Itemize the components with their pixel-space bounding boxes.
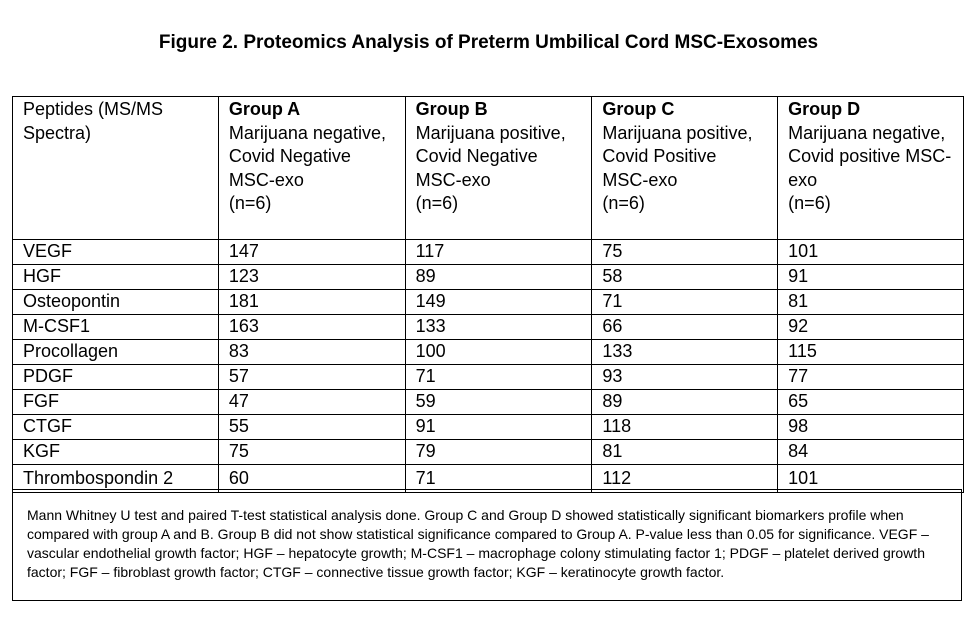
table-row: Thrombospondin 2 60 71 112 101	[12, 464, 964, 493]
value-cell: 55	[217, 414, 406, 440]
value-cell: 84	[777, 439, 964, 465]
value-cell: 92	[777, 314, 964, 340]
value-cell: 118	[591, 414, 779, 440]
value-cell: 115	[777, 339, 964, 365]
proteomics-table: Peptides (MS/MS Spectra) Group A Marijua…	[12, 96, 964, 493]
peptide-cell: M-CSF1	[12, 314, 219, 340]
value-cell: 81	[591, 439, 779, 465]
group-description: Marijuana negative, Covid positive MSC-e…	[788, 122, 952, 190]
value-cell: 117	[404, 239, 593, 265]
value-cell: 98	[777, 414, 964, 440]
group-b-header: Group B Marijuana positive, Covid Negati…	[404, 96, 593, 240]
group-c-header: Group C Marijuana positive, Covid Positi…	[591, 96, 779, 240]
value-cell: 133	[404, 314, 593, 340]
peptide-cell: Osteopontin	[12, 289, 219, 315]
group-sample-size: (n=6)	[228, 193, 272, 213]
group-sample-size: (n=6)	[602, 193, 645, 213]
value-cell: 89	[404, 264, 593, 290]
table-row: PDGF 57 71 93 77	[12, 364, 964, 390]
table-row: Procollagen 83 100 133 115	[12, 339, 964, 365]
value-cell: 91	[404, 414, 593, 440]
value-cell: 59	[404, 389, 593, 415]
value-cell: 133	[591, 339, 779, 365]
group-name: Group A	[228, 99, 301, 119]
peptide-cell: CTGF	[12, 414, 219, 440]
group-description: Marijuana positive, Covid Positive MSC-e…	[602, 122, 753, 190]
value-cell: 83	[217, 339, 406, 365]
peptide-cell: HGF	[12, 264, 219, 290]
value-cell: 71	[591, 289, 779, 315]
table-row: CTGF 55 91 118 98	[12, 414, 964, 440]
table-header-row: Peptides (MS/MS Spectra) Group A Marijua…	[12, 96, 964, 240]
peptide-cell: Procollagen	[12, 339, 219, 365]
value-cell: 163	[217, 314, 406, 340]
group-description: Marijuana negative, Covid Negative MSC-e…	[228, 122, 386, 190]
value-cell: 60	[217, 464, 406, 493]
table-row: HGF 123 89 58 91	[12, 264, 964, 290]
value-cell: 57	[217, 364, 406, 390]
table-row: FGF 47 59 89 65	[12, 389, 964, 415]
group-description: Marijuana positive, Covid Negative MSC-e…	[415, 122, 566, 190]
value-cell: 91	[777, 264, 964, 290]
peptide-cell: VEGF	[12, 239, 219, 265]
figure-title: Figure 2. Proteomics Analysis of Preterm…	[158, 32, 819, 53]
group-name: Group B	[415, 99, 488, 119]
group-a-header: Group A Marijuana negative, Covid Negati…	[217, 96, 406, 240]
value-cell: 147	[217, 239, 406, 265]
value-cell: 100	[404, 339, 593, 365]
table-row: KGF 75 79 81 84	[12, 439, 964, 465]
peptide-cell: PDGF	[12, 364, 219, 390]
table-row: Osteopontin 181 149 71 81	[12, 289, 964, 315]
value-cell: 93	[591, 364, 779, 390]
value-cell: 66	[591, 314, 779, 340]
group-sample-size: (n=6)	[415, 193, 459, 213]
table-footnote: Mann Whitney U test and paired T-test st…	[12, 489, 962, 601]
value-cell: 47	[217, 389, 406, 415]
value-cell: 77	[777, 364, 964, 390]
row-header-cell: Peptides (MS/MS Spectra)	[12, 96, 219, 240]
group-name: Group C	[602, 99, 675, 119]
table-row: VEGF 147 117 75 101	[12, 239, 964, 265]
group-d-header: Group D Marijuana negative, Covid positi…	[777, 96, 964, 240]
value-cell: 58	[591, 264, 779, 290]
value-cell: 75	[591, 239, 779, 265]
table-row: M-CSF1 163 133 66 92	[12, 314, 964, 340]
value-cell: 112	[591, 464, 779, 493]
value-cell: 149	[404, 289, 593, 315]
value-cell: 123	[217, 264, 406, 290]
group-sample-size: (n=6)	[788, 193, 831, 213]
value-cell: 101	[777, 464, 964, 493]
peptide-cell: Thrombospondin 2	[12, 464, 219, 493]
value-cell: 89	[591, 389, 779, 415]
value-cell: 101	[777, 239, 964, 265]
peptide-cell: KGF	[12, 439, 219, 465]
value-cell: 81	[777, 289, 964, 315]
value-cell: 79	[404, 439, 593, 465]
value-cell: 71	[404, 364, 593, 390]
value-cell: 181	[217, 289, 406, 315]
group-name: Group D	[788, 99, 861, 119]
peptide-cell: FGF	[12, 389, 219, 415]
value-cell: 75	[217, 439, 406, 465]
value-cell: 65	[777, 389, 964, 415]
